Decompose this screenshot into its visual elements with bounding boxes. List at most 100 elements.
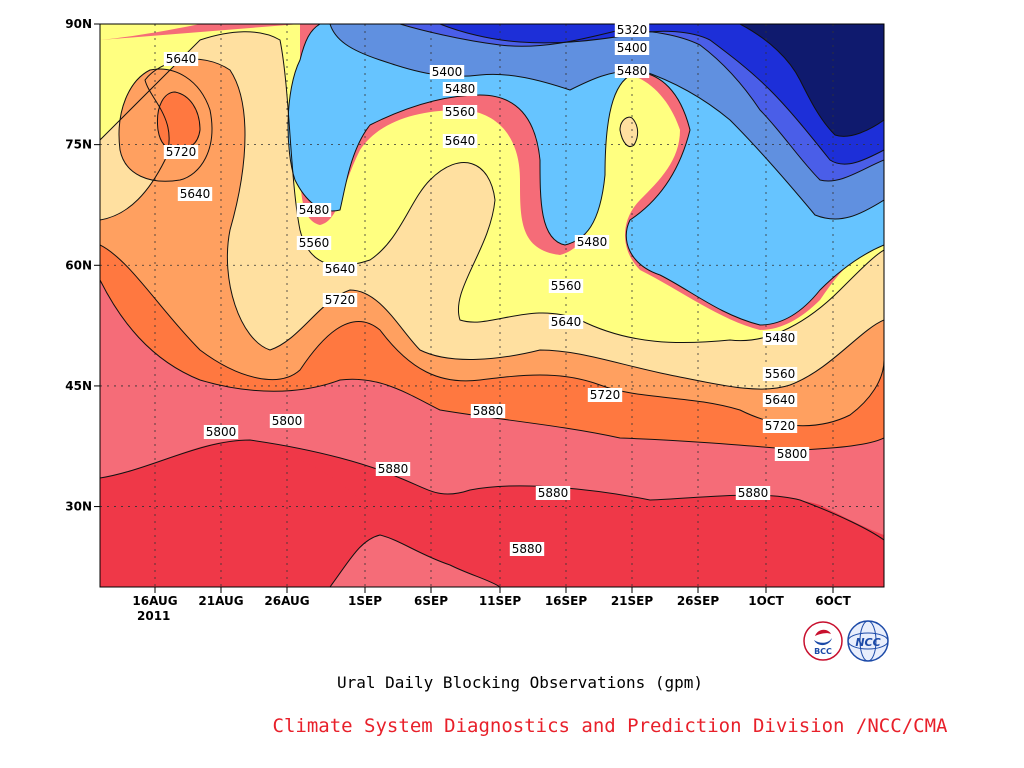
svg-text:5480: 5480 xyxy=(299,203,330,217)
contour-label: 5560 xyxy=(762,367,798,381)
svg-text:5640: 5640 xyxy=(180,187,211,201)
y-tick-label: 30N xyxy=(65,500,92,514)
x-tick-label: 21SEP xyxy=(611,594,654,608)
svg-text:5720: 5720 xyxy=(325,293,356,307)
y-tick-label: 60N xyxy=(65,258,92,272)
contour-line xyxy=(100,31,884,344)
y-tick-label: 45N xyxy=(65,379,92,393)
contour-label: 5560 xyxy=(548,279,584,293)
contour-label: 5480 xyxy=(296,203,332,217)
svg-text:5720: 5720 xyxy=(765,419,796,433)
svg-text:5640: 5640 xyxy=(445,134,476,148)
contour-label: 5640 xyxy=(322,262,358,276)
svg-text:5800: 5800 xyxy=(777,447,808,461)
svg-text:5880: 5880 xyxy=(473,404,504,418)
svg-text:5880: 5880 xyxy=(512,542,543,556)
svg-text:5400: 5400 xyxy=(432,65,463,79)
contour-line xyxy=(100,439,884,541)
contour-label: 5640 xyxy=(177,187,213,201)
svg-text:5560: 5560 xyxy=(445,105,476,119)
svg-text:5880: 5880 xyxy=(738,486,769,500)
contour-label: 5560 xyxy=(442,105,478,119)
svg-text:5480: 5480 xyxy=(577,235,608,249)
contour-label: 5720 xyxy=(163,145,199,159)
contour-label: 5720 xyxy=(762,419,798,433)
svg-text:5640: 5640 xyxy=(765,393,796,407)
x-tick-label: 21AUG xyxy=(198,594,243,608)
svg-text:5800: 5800 xyxy=(272,414,303,428)
contour-label: 5880 xyxy=(735,486,771,500)
contour-label: 5480 xyxy=(762,331,798,345)
svg-text:5320: 5320 xyxy=(617,23,648,37)
fill-island xyxy=(620,117,638,147)
x-tick-label: 16SEP xyxy=(545,594,588,608)
contour-line xyxy=(739,24,884,137)
svg-text:5560: 5560 xyxy=(551,279,582,293)
x-tick-label: 6OCT xyxy=(815,594,851,608)
contour-line xyxy=(100,58,884,390)
contour-line xyxy=(118,68,213,182)
fill-pink-gap xyxy=(330,535,500,587)
contour-label: 5480 xyxy=(442,82,478,96)
contour-label: 5400 xyxy=(614,41,650,55)
svg-text:5800: 5800 xyxy=(206,425,237,439)
x-tick-label: 1SEP xyxy=(348,594,382,608)
svg-text:5560: 5560 xyxy=(765,367,796,381)
plot-frame xyxy=(99,23,885,588)
contour-line xyxy=(619,116,639,147)
contour-label: 5720 xyxy=(587,388,623,402)
y-axis-ticks: 30N 45N 60N 75N 90N xyxy=(65,17,100,514)
x-tick-label: 1OCT xyxy=(748,594,784,608)
bcc-logo: BCC xyxy=(803,621,843,661)
contour-label: 5800 xyxy=(269,414,305,428)
contour-label: 5560 xyxy=(296,236,332,250)
svg-text:5400: 5400 xyxy=(617,41,648,55)
contour-label: 5320 xyxy=(614,23,650,37)
x-tick-label: 26SEP xyxy=(677,594,720,608)
x-tick-label: 26AUG xyxy=(264,594,309,608)
contour-label: 5640 xyxy=(163,52,199,66)
fill-5320-deep xyxy=(440,24,884,165)
ncc-logo: NCC xyxy=(847,620,889,662)
filled-contours xyxy=(100,24,884,587)
svg-text:5880: 5880 xyxy=(538,486,569,500)
svg-text:5480: 5480 xyxy=(445,82,476,96)
contour-label: 5880 xyxy=(509,542,545,556)
chart-title: Ural Daily Blocking Observations (gpm) xyxy=(337,673,703,692)
svg-text:5640: 5640 xyxy=(325,262,356,276)
contour-label: 5880 xyxy=(470,404,506,418)
y-tick-label: 90N xyxy=(65,17,92,31)
svg-text:5880: 5880 xyxy=(378,462,409,476)
contour-label: 5720 xyxy=(322,293,358,307)
x-tick-label: 11SEP xyxy=(479,594,522,608)
x-tick-label: 16AUG xyxy=(132,594,177,608)
contour-label: 5400 xyxy=(429,65,465,79)
contour-line xyxy=(399,24,884,182)
contour-line xyxy=(329,24,884,220)
credit-text: Climate System Diagnostics and Predictio… xyxy=(273,715,948,737)
contour-label: 5880 xyxy=(375,462,411,476)
x-axis-ticks: 16AUG 21AUG 26AUG 1SEP 6SEP 11SEP 16SEP 21SEP 26… xyxy=(132,587,852,608)
contour-line xyxy=(329,534,501,587)
contour-label: 5480 xyxy=(574,235,610,249)
svg-text:5720: 5720 xyxy=(166,145,197,159)
x-tick-label: 6SEP xyxy=(414,594,448,608)
fill-blob-5800 xyxy=(157,92,200,150)
y-tick-label: 75N xyxy=(65,138,92,152)
svg-text:5720: 5720 xyxy=(590,388,621,402)
svg-text:5640: 5640 xyxy=(551,315,582,329)
fill-deep-red-bottom xyxy=(100,439,884,587)
svg-text:5480: 5480 xyxy=(617,64,648,78)
contour-label: 5640 xyxy=(762,393,798,407)
contour-label: 5640 xyxy=(548,315,584,329)
svg-text:BCC: BCC xyxy=(814,647,832,656)
year-label: 2011 xyxy=(137,609,170,623)
svg-text:5640: 5640 xyxy=(166,52,197,66)
contour-label: 5880 xyxy=(535,486,571,500)
contour-label: 5800 xyxy=(774,447,810,461)
contour-label: 5800 xyxy=(203,425,239,439)
svg-text:5480: 5480 xyxy=(765,331,796,345)
contour-labels: 5320 5400 5480 5400 5480 5560 5640 5640 5720 5640… xyxy=(163,23,810,556)
contour-line xyxy=(439,24,884,165)
